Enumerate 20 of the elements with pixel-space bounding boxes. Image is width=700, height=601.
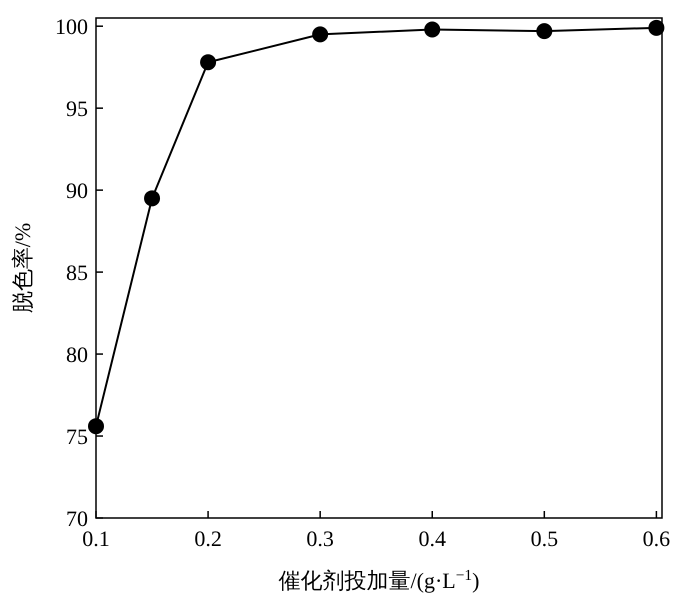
y-axis-title: 脱色率/%	[10, 222, 35, 314]
point	[648, 20, 664, 36]
x-tick-label: 0.6	[642, 526, 670, 551]
x-tick-label: 0.4	[418, 526, 446, 551]
x-tick-label: 0.3	[306, 526, 334, 551]
point	[312, 26, 328, 42]
y-tick-label: 95	[66, 96, 88, 122]
y-tick-label: 80	[66, 342, 88, 368]
x-tick-label: 0.5	[530, 526, 558, 551]
x-tick-label: 0.2	[194, 526, 222, 551]
point	[424, 21, 440, 38]
point	[536, 23, 552, 40]
x-axis-title: 催化剂投加量/(g·L$^{−1}$)	[278, 566, 480, 593]
point	[200, 54, 216, 70]
y-tick-label: 100	[55, 14, 88, 40]
y-tick-label: 75	[66, 424, 88, 450]
point	[144, 190, 160, 206]
point	[88, 418, 104, 434]
y-tick-label: 85	[66, 260, 88, 286]
y-tick-label: 90	[66, 178, 88, 204]
